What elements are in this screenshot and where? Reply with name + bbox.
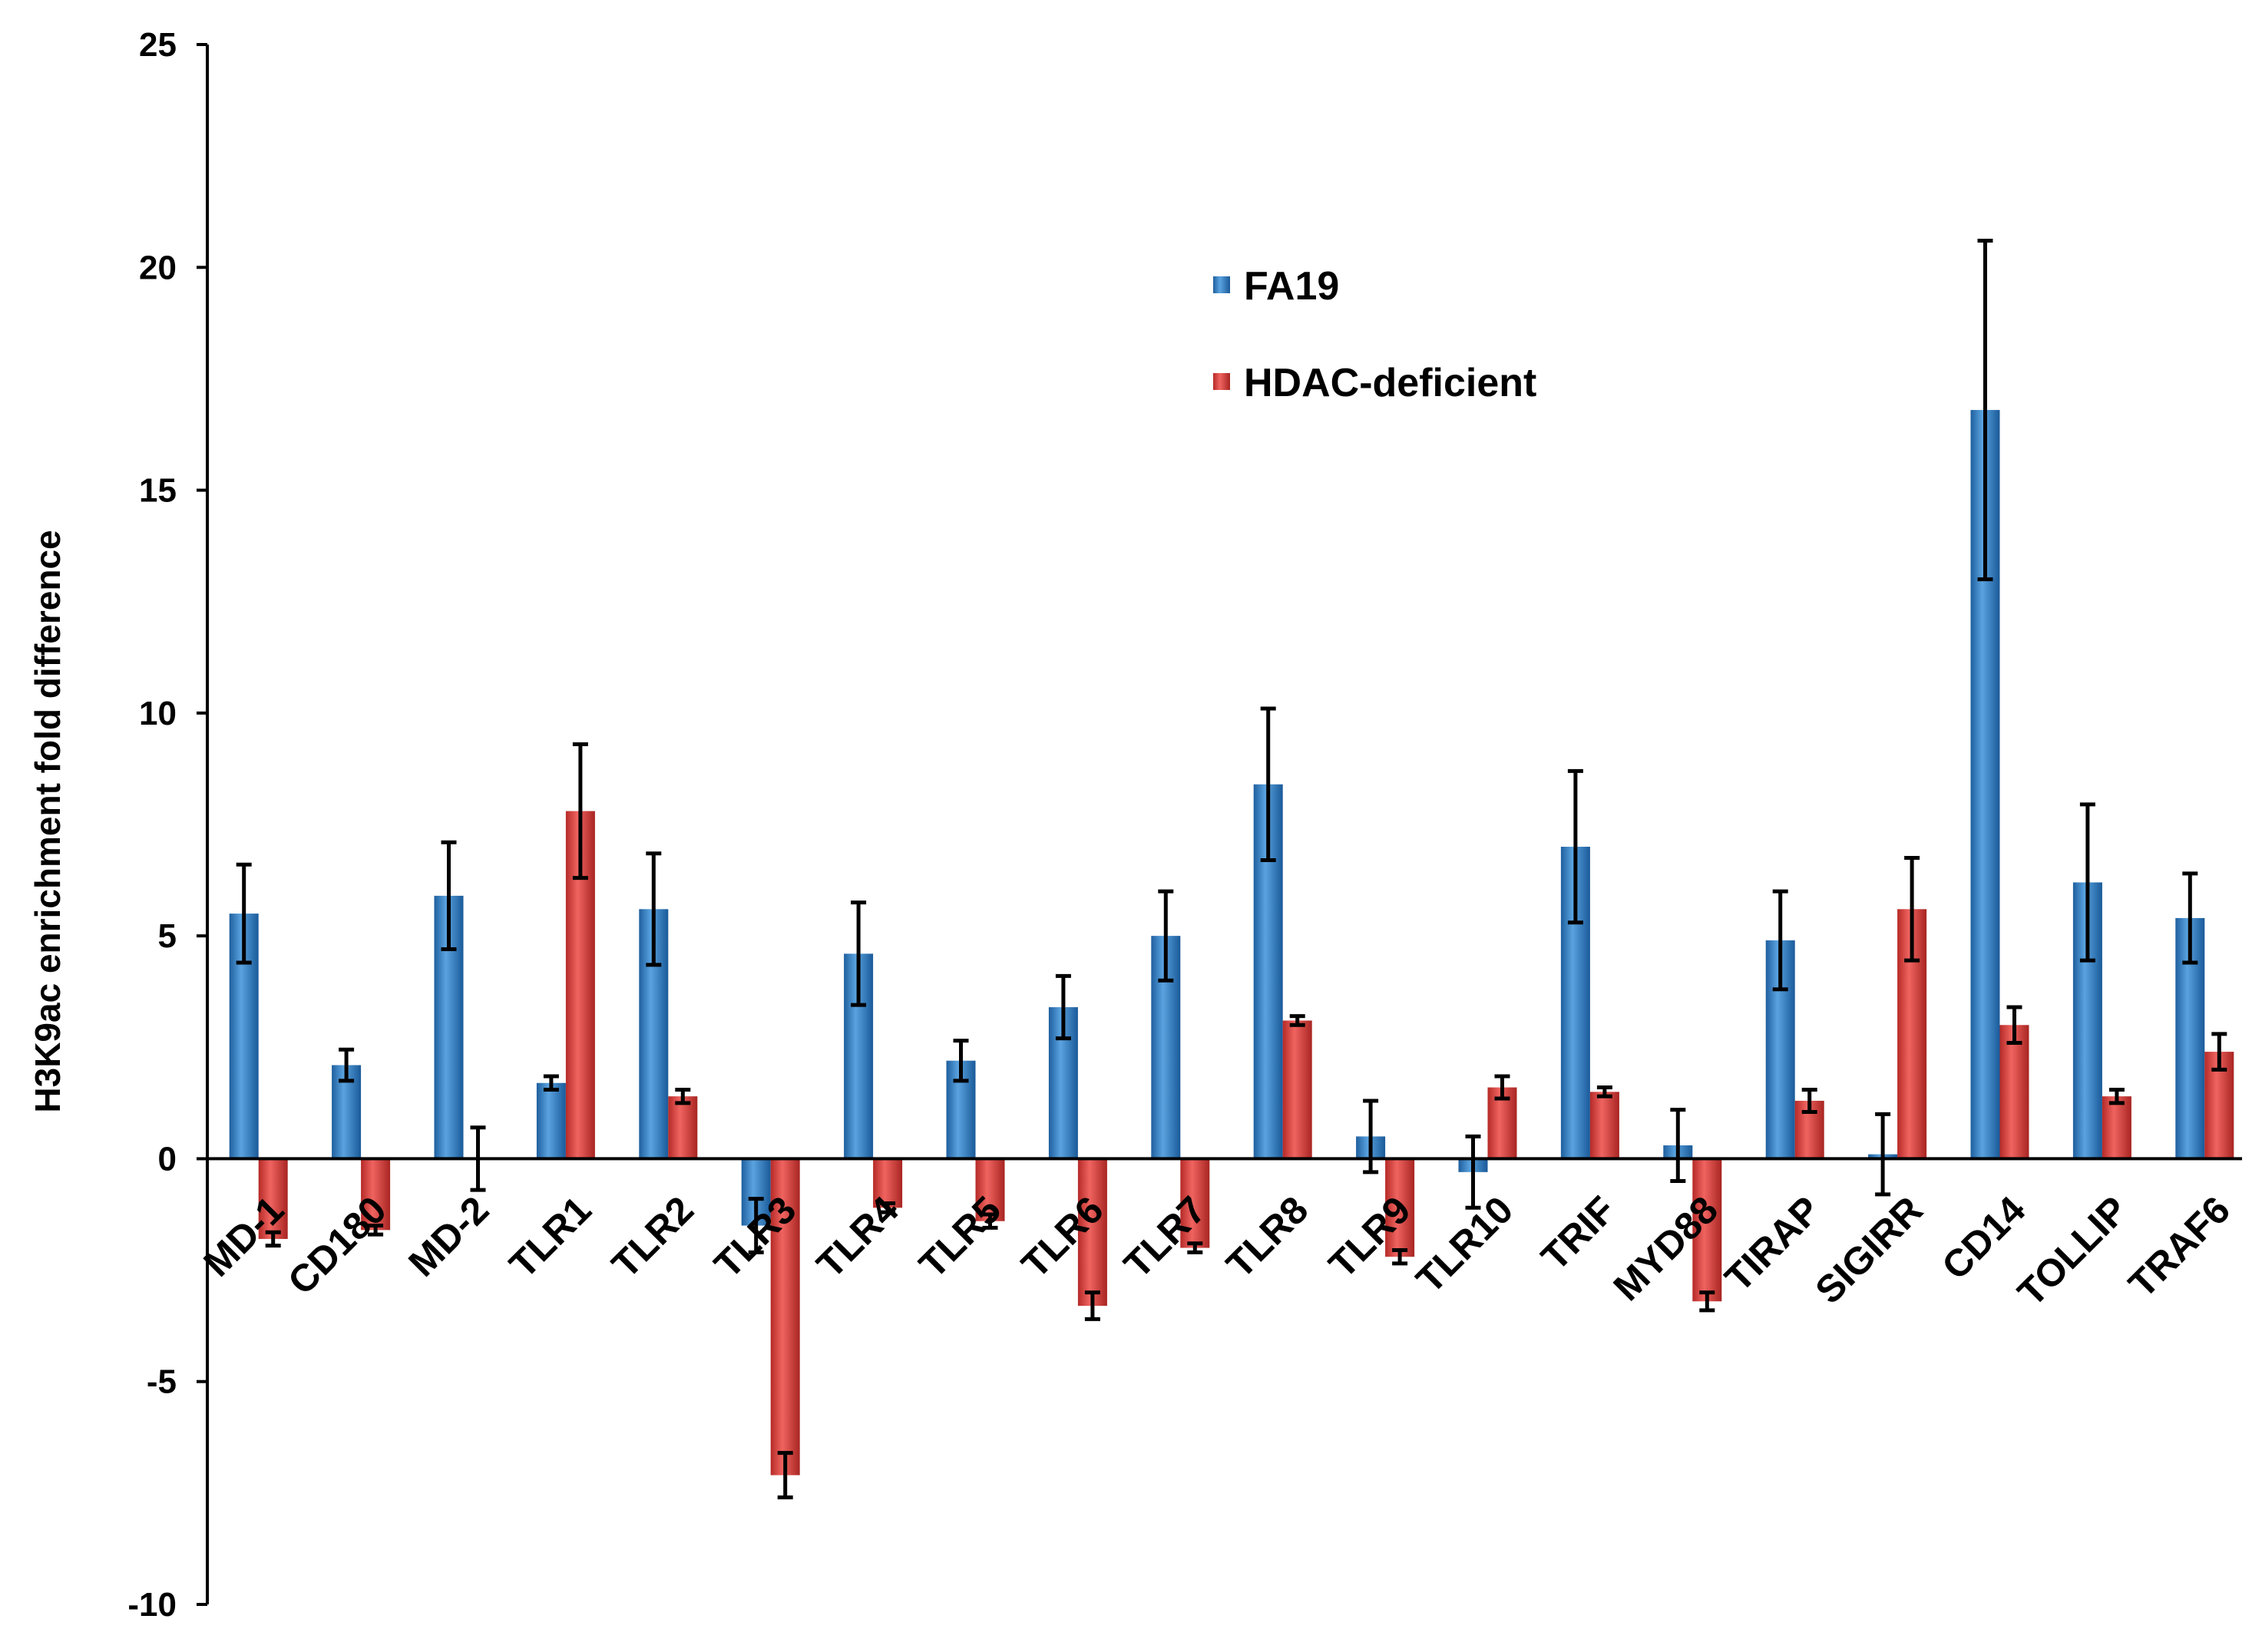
errbar-fa19-trif	[1567, 768, 1583, 925]
y-tick-label: 10	[139, 695, 177, 732]
errbar-fa19-sigirr	[1875, 1112, 1891, 1197]
x-tick-label: TLR1	[501, 1188, 600, 1287]
errbar-fa19-tirap	[1772, 889, 1788, 992]
x-tick-label: CD14	[1933, 1188, 2033, 1287]
y-tick-label: 20	[139, 249, 177, 286]
legend: FA19 HDAC-deficient	[1213, 264, 1536, 405]
bar-hdac-cd14	[1999, 1025, 2029, 1159]
bar-hdac-md-1	[258, 1158, 288, 1239]
x-tick-label: CD180	[279, 1188, 395, 1303]
bar-fa19-tlr1	[536, 1082, 566, 1159]
x-tick-label: SIGIRR	[1807, 1188, 1930, 1312]
x-tick-label: TLR10	[1408, 1188, 1522, 1302]
errbar-hdac-trif	[1596, 1085, 1612, 1099]
bar-hdac-tollip	[2102, 1096, 2131, 1159]
errbar-hdac-tlr2	[675, 1087, 691, 1105]
bar-hdac-tlr2	[668, 1096, 698, 1159]
errbar-fa19-tlr7	[1158, 889, 1174, 983]
errbar-hdac-cd14	[2006, 1005, 2022, 1045]
x-tick-label: TRIF	[1533, 1188, 1624, 1279]
bar-hdac-tlr7	[1180, 1158, 1210, 1248]
errbar-hdac-tlr10	[1494, 1074, 1510, 1101]
errbar-fa19-tollip	[2079, 802, 2095, 963]
bar-hdac-tlr4	[873, 1158, 903, 1208]
bar-hdac-myd88	[1692, 1158, 1722, 1302]
errbar-hdac-tirap	[1801, 1087, 1817, 1114]
errbar-hdac-sigirr	[1904, 856, 1920, 963]
errbar-hdac-tlr9	[1392, 1247, 1408, 1266]
y-tick-label: -5	[147, 1363, 177, 1401]
y-tick-label: 15	[139, 472, 177, 510]
errbar-hdac-tlr6	[1084, 1290, 1100, 1321]
bar-hdac-tlr5	[975, 1158, 1005, 1221]
bar-hdac-tlr3	[770, 1158, 800, 1475]
bar-hdac-tlr9	[1385, 1158, 1415, 1257]
errbar-fa19-tlr10	[1465, 1134, 1481, 1210]
legend-swatch-fa19	[1213, 276, 1230, 293]
errbar-fa19-tlr3	[748, 1197, 764, 1254]
errbar-hdac-tollip	[2108, 1087, 2125, 1105]
x-tick-label: TRAF6	[2121, 1188, 2239, 1307]
x-tick-label: TLR8	[1218, 1188, 1316, 1287]
y-tick-label: -10	[127, 1586, 177, 1624]
errbar-fa19-traf6	[2182, 871, 2198, 965]
errbar-fa19-tlr4	[851, 900, 867, 1007]
errbar-fa19-tlr5	[953, 1039, 969, 1083]
errbar-hdac-tlr7	[1187, 1241, 1203, 1254]
errbar-hdac-myd88	[1699, 1290, 1715, 1313]
errbar-hdac-tlr8	[1289, 1014, 1305, 1027]
bars-layer	[229, 238, 2234, 1500]
bar-hdac-cd180	[361, 1158, 391, 1231]
errbar-fa19-tlr2	[646, 851, 662, 967]
errbar-fa19-tlr8	[1260, 706, 1276, 862]
errbar-fa19-md-1	[236, 862, 252, 965]
axes-layer: 25 20 15 10 5 0 -5 -10	[127, 26, 2242, 1624]
errbar-fa19-tlr1	[543, 1074, 559, 1092]
bar-hdac-trif	[1589, 1092, 1619, 1159]
x-tick-label: MD-2	[400, 1188, 497, 1285]
y-tick-label: 0	[158, 1140, 177, 1178]
x-tick-label: TLR2	[604, 1188, 702, 1287]
legend-label-fa19: FA19	[1244, 264, 1339, 309]
errbar-fa19-tlr6	[1055, 973, 1071, 1041]
errbar-fa19-md-2	[441, 840, 457, 952]
legend-label-hdac: HDAC-deficient	[1244, 361, 1536, 405]
y-tick-label: 5	[158, 917, 177, 955]
errbar-hdac-tlr3	[777, 1451, 793, 1500]
bar-hdac-tlr8	[1282, 1020, 1312, 1159]
y-tick-label: 25	[139, 26, 177, 64]
bar-hdac-tlr6	[1077, 1158, 1107, 1307]
errbar-hdac-cd180	[368, 1224, 384, 1237]
errbar-fa19-myd88	[1670, 1108, 1686, 1183]
errbar-hdac-md-1	[265, 1230, 281, 1248]
y-axis-title: H3K9ac enrichment fold difference	[28, 530, 68, 1112]
x-tick-label: TOLLIP	[2009, 1188, 2136, 1315]
errbar-hdac-tlr4	[880, 1201, 896, 1214]
errbar-fa19-cd180	[339, 1047, 355, 1083]
errbar-hdac-traf6	[2211, 1032, 2227, 1072]
errbar-hdac-tlr1	[572, 742, 588, 881]
errbar-hdac-tlr5	[982, 1212, 998, 1230]
errbar-fa19-cd14	[1977, 238, 1993, 582]
legend-swatch-hdac	[1213, 373, 1230, 390]
